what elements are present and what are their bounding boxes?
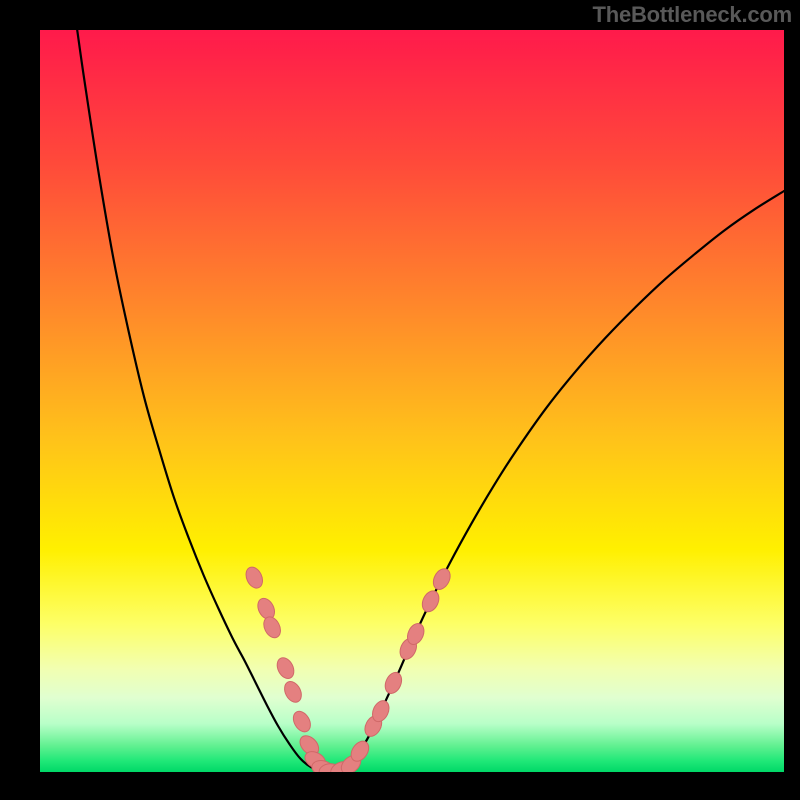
bottleneck-chart bbox=[0, 0, 800, 800]
gradient-background bbox=[40, 30, 784, 772]
watermark-text: TheBottleneck.com bbox=[592, 2, 792, 28]
chart-container: { "watermark": { "text": "TheBottleneck.… bbox=[0, 0, 800, 800]
